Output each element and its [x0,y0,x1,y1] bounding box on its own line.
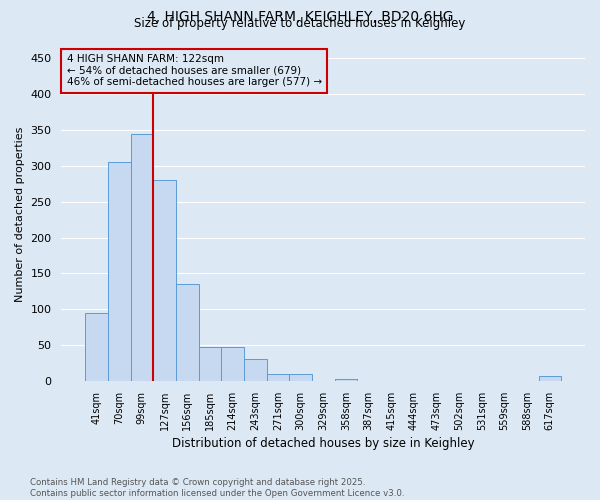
Text: 4, HIGH SHANN FARM, KEIGHLEY, BD20 6HG: 4, HIGH SHANN FARM, KEIGHLEY, BD20 6HG [147,10,453,24]
Bar [244,360,266,381]
Bar [335,379,357,381]
Text: Size of property relative to detached houses in Keighley: Size of property relative to detached ho… [134,18,466,30]
Bar [131,134,153,381]
X-axis label: Distribution of detached houses by size in Keighley: Distribution of detached houses by size … [172,437,475,450]
Y-axis label: Number of detached properties: Number of detached properties [15,126,25,302]
Bar [266,374,289,381]
Bar [85,313,108,381]
Bar [221,348,244,381]
Bar [153,180,176,381]
Text: 4 HIGH SHANN FARM: 122sqm
← 54% of detached houses are smaller (679)
46% of semi: 4 HIGH SHANN FARM: 122sqm ← 54% of detac… [67,54,322,88]
Text: Contains HM Land Registry data © Crown copyright and database right 2025.
Contai: Contains HM Land Registry data © Crown c… [30,478,404,498]
Bar [289,374,312,381]
Bar [199,348,221,381]
Bar [108,162,131,381]
Bar [176,284,199,381]
Bar [539,376,561,381]
